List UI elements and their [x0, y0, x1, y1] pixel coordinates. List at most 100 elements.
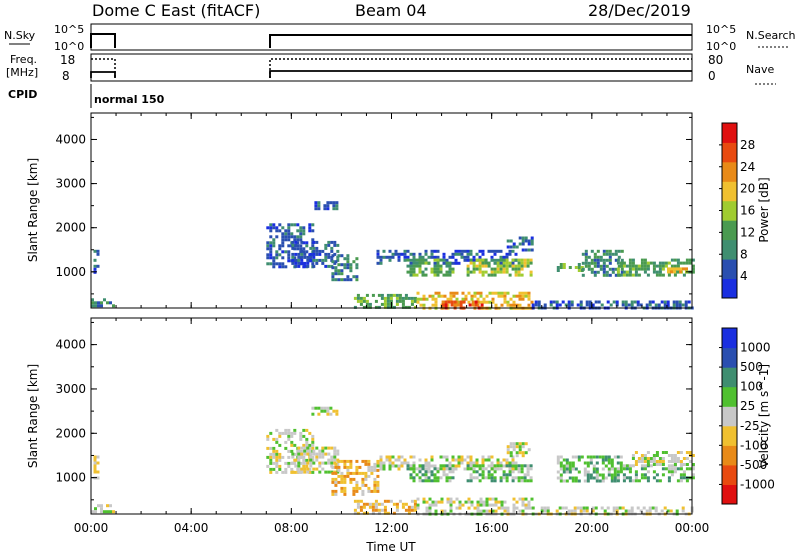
power-cell	[409, 267, 413, 271]
power-cell	[520, 267, 524, 271]
velocity-cell	[409, 476, 413, 480]
velocity-cell	[616, 479, 620, 483]
velocity-cell	[302, 455, 306, 459]
power-cell	[661, 273, 665, 277]
power-cell	[529, 258, 533, 262]
velocity-cell	[291, 452, 295, 456]
power-cell	[625, 264, 629, 268]
power-ytick-label: 1000	[55, 265, 86, 279]
velocity-cell	[512, 506, 516, 510]
velocity-cell	[607, 458, 611, 462]
velocity-cell	[309, 464, 313, 468]
power-cell	[534, 303, 538, 307]
power-cell	[103, 298, 106, 302]
power-cell	[691, 264, 695, 268]
velocity-cell	[667, 467, 671, 471]
velocity-cell	[352, 492, 356, 496]
power-cell	[631, 267, 635, 271]
velocity-cell	[610, 479, 614, 483]
power-cell	[434, 300, 438, 304]
power-cell	[315, 261, 319, 265]
power-cell	[302, 232, 306, 236]
power-cell	[599, 267, 603, 271]
power-cell	[479, 300, 483, 304]
velocity-cell	[91, 510, 94, 514]
power-cell	[490, 273, 494, 277]
velocity-cell	[607, 473, 611, 477]
power-cell	[481, 258, 485, 262]
power-cell	[577, 266, 581, 269]
velocity-cell	[616, 470, 620, 474]
velocity-cell	[436, 479, 440, 483]
power-cell	[269, 253, 273, 257]
velocity-cell	[658, 479, 662, 483]
velocity-cell	[352, 471, 356, 475]
velocity-cell	[336, 449, 340, 453]
power-colorbar-label: 12	[740, 225, 755, 239]
power-cell	[431, 294, 435, 298]
velocity-cell	[562, 458, 566, 462]
velocity-cell	[334, 483, 338, 487]
velocity-cell	[284, 428, 288, 432]
power-cell	[664, 261, 668, 265]
velocity-cell	[556, 476, 560, 480]
freq-label-1: Freq.	[10, 53, 37, 66]
velocity-cell	[484, 467, 488, 471]
velocity-cell	[416, 506, 420, 510]
velocity-cell	[96, 476, 100, 480]
velocity-cell	[416, 503, 420, 507]
velocity-cell	[379, 455, 383, 459]
station-title: Dome C East (fitACF)	[92, 1, 260, 20]
velocity-cell	[376, 486, 380, 490]
power-cell	[324, 264, 328, 268]
velocity-cell	[616, 461, 620, 465]
power-cell	[389, 299, 393, 303]
velocity-cell	[630, 506, 634, 510]
power-cell	[478, 261, 482, 265]
velocity-cell	[494, 509, 498, 513]
velocity-cell	[446, 497, 450, 501]
velocity-cell	[472, 467, 476, 471]
power-cell	[590, 258, 594, 262]
power-cell	[368, 302, 372, 306]
velocity-cell	[367, 486, 371, 490]
velocity-cell	[685, 451, 689, 454]
velocity-cell	[436, 476, 440, 480]
velocity-cell	[428, 497, 432, 501]
velocity-cell	[335, 409, 339, 413]
power-cell	[602, 258, 606, 262]
power-cell	[433, 258, 437, 262]
power-cell	[337, 263, 341, 267]
power-cell	[620, 267, 624, 271]
power-cell	[621, 300, 625, 304]
velocity-cell	[306, 470, 310, 474]
power-cell	[446, 297, 450, 301]
velocity-cell	[343, 480, 347, 484]
power-cell	[685, 261, 689, 265]
power-cell	[290, 232, 294, 236]
velocity-cell	[334, 471, 338, 475]
power-cell	[658, 264, 662, 268]
power-cell	[442, 255, 446, 259]
velocity-cell	[404, 502, 408, 506]
velocity-cell	[682, 473, 686, 477]
power-cell	[508, 273, 512, 277]
power-cell	[622, 264, 626, 268]
velocity-cell	[305, 464, 309, 468]
power-cell	[312, 264, 316, 268]
velocity-cell	[320, 409, 324, 413]
velocity-cell	[685, 467, 689, 471]
velocity-cell	[505, 473, 509, 477]
power-cell	[362, 296, 366, 300]
velocity-colorbar-segment	[722, 484, 737, 505]
velocity-cell	[485, 503, 489, 507]
power-cell	[491, 297, 495, 301]
velocity-cell	[571, 479, 575, 483]
velocity-cell	[340, 489, 344, 493]
power-cell	[531, 303, 535, 307]
power-cell	[439, 264, 443, 268]
velocity-cell	[269, 455, 273, 459]
power-cell	[404, 293, 408, 297]
velocity-cell	[424, 476, 428, 480]
velocity-cell	[460, 458, 464, 462]
